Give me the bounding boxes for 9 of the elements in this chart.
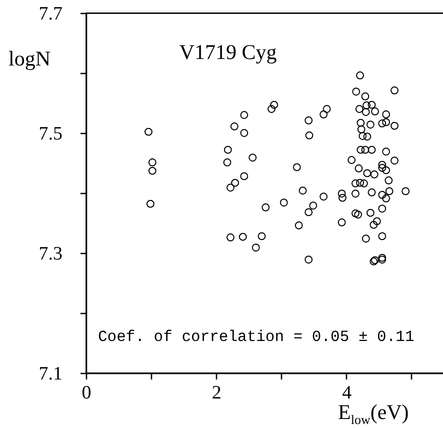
y-tick-label: 7.1	[38, 364, 62, 384]
text: V1719 Cyg	[179, 40, 278, 64]
y-tick-label: 7.3	[38, 244, 62, 264]
x-tick-label: 0	[82, 382, 92, 404]
x-tick-label: 2	[212, 382, 222, 404]
y-axis-title: logN	[8, 46, 50, 70]
y-tick-label: 7.5	[38, 124, 62, 144]
y-tick-label: 7.7	[38, 4, 62, 24]
annotation: Coef. of correlation = 0.05 ± 0.11	[98, 328, 414, 346]
